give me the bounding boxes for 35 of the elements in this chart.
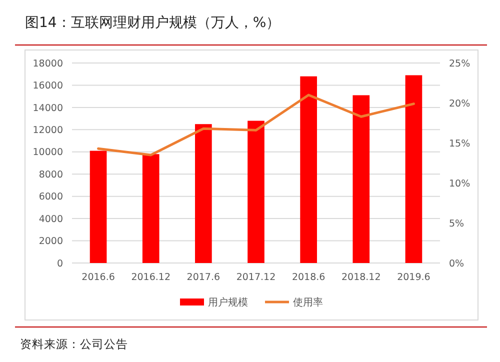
bar (352, 95, 370, 263)
y-tick-label: 14000 (32, 102, 63, 114)
legend-label: 用户规模 (208, 296, 248, 308)
x-tick-label: 2017.6 (186, 272, 220, 283)
y-tick-label: 8000 (38, 169, 63, 180)
bar (405, 75, 422, 263)
y-tick-label: 4000 (38, 214, 63, 225)
y2-tick-label: 5% (449, 218, 464, 230)
legend-label: 使用率 (293, 296, 323, 308)
chart-title: 图14：互联网理财用户规模（万人，%） (25, 15, 280, 31)
bar (248, 120, 264, 263)
y-tick-label: 6000 (38, 192, 63, 203)
y-tick-label: 0 (56, 258, 63, 270)
x-tick-label: 2018.12 (341, 272, 381, 283)
y2-tick-label: 20% (449, 98, 470, 110)
y-tick-label: 18000 (32, 58, 63, 70)
y2-tick-label: 25% (449, 58, 470, 70)
x-tick-label: 2019.6 (397, 272, 430, 283)
y-tick-label: 12000 (32, 124, 63, 136)
y2-tick-label: 10% (449, 178, 470, 190)
bar (90, 150, 107, 263)
bar (142, 154, 160, 263)
x-tick-label: 2018.6 (292, 272, 326, 283)
bar (300, 76, 317, 263)
bar (195, 124, 212, 263)
y-tick-label: 16000 (32, 80, 63, 92)
x-tick-label: 2017.12 (236, 272, 276, 283)
text: 资料来源：公司公告 (20, 337, 128, 351)
y2-tick-label: 15% (449, 138, 470, 150)
x-tick-label: 2016.12 (131, 272, 171, 283)
y-tick-label: 10000 (32, 147, 63, 158)
y-tick-label: 2000 (38, 236, 63, 248)
line-series (97, 94, 415, 156)
x-tick-label: 2016.6 (82, 272, 115, 283)
y2-tick-label: 0% (449, 258, 464, 270)
